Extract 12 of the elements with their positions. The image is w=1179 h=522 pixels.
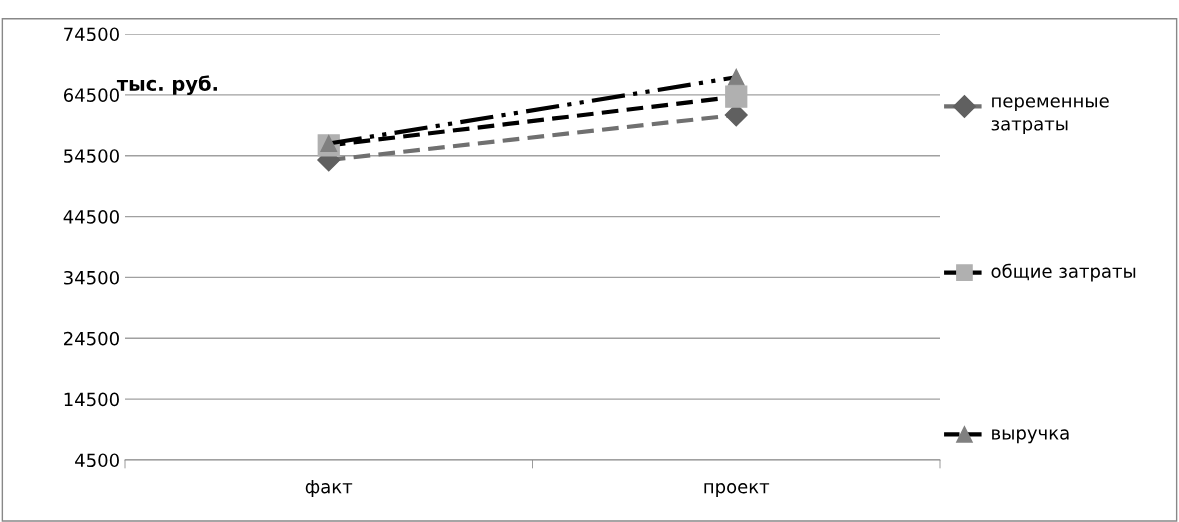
x-tick-label: проект	[704, 483, 770, 497]
y-tick-label: 74500	[64, 27, 119, 42]
y-tick-label: 34500	[64, 270, 119, 285]
y-tick-label: 14500	[64, 392, 119, 407]
y-tick-label: 4500	[75, 453, 119, 468]
x-tick-label: факт	[305, 480, 353, 497]
legend-label: выручка	[992, 429, 1069, 444]
y-tick-label: 44500	[63, 210, 119, 224]
y-tick-label: 24500	[64, 331, 119, 346]
legend-label: общие затраты	[991, 263, 1136, 282]
y-tick-label: 54500	[64, 149, 119, 163]
legend-label: переменные затраты	[991, 97, 1109, 135]
